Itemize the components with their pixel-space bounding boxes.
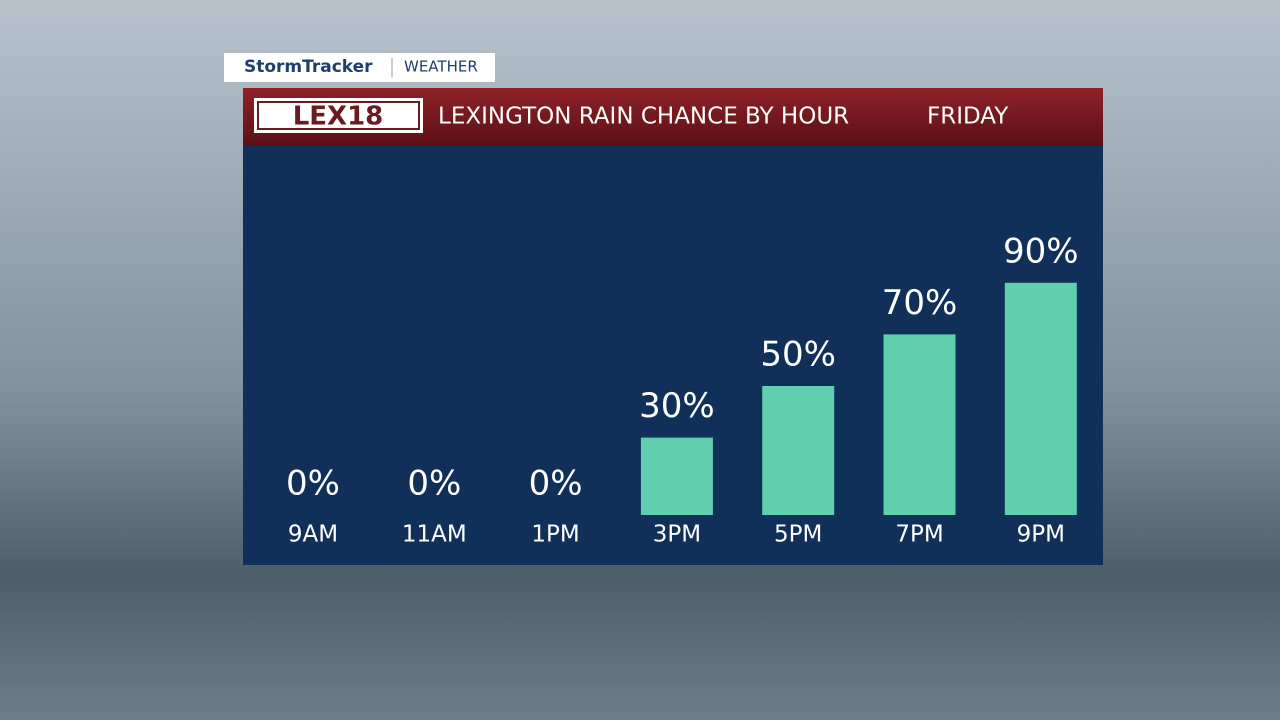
value-label: 70% xyxy=(882,283,958,323)
program-name: StormTracker xyxy=(244,57,373,77)
x-tick-label: 3PM xyxy=(653,522,701,548)
x-tick-label: 9AM xyxy=(288,522,338,548)
value-label: 0% xyxy=(286,464,340,504)
x-tick-label: 11AM xyxy=(402,522,467,548)
value-label: 30% xyxy=(639,386,715,426)
logo-box xyxy=(254,98,423,133)
value-label: 90% xyxy=(1003,231,1079,271)
section-name: WEATHER xyxy=(404,58,478,76)
bar xyxy=(1004,282,1077,515)
bar xyxy=(762,386,835,515)
chart-title: LEXINGTON RAIN CHANCE BY HOUR xyxy=(438,104,849,130)
value-label: 0% xyxy=(529,464,583,504)
x-tick-label: 9PM xyxy=(1017,522,1065,548)
value-label: 0% xyxy=(407,464,461,504)
value-label: 50% xyxy=(760,335,836,375)
tag-box xyxy=(224,53,495,82)
bar xyxy=(640,437,713,515)
x-tick-label: 1PM xyxy=(531,522,579,548)
logo-frame xyxy=(257,101,420,130)
bar xyxy=(883,334,956,515)
logo: LEX18 xyxy=(293,102,384,132)
x-tick-label: 7PM xyxy=(895,522,943,548)
x-tick-label: 5PM xyxy=(774,522,822,548)
chart-subtitle: FRIDAY xyxy=(927,104,1009,130)
